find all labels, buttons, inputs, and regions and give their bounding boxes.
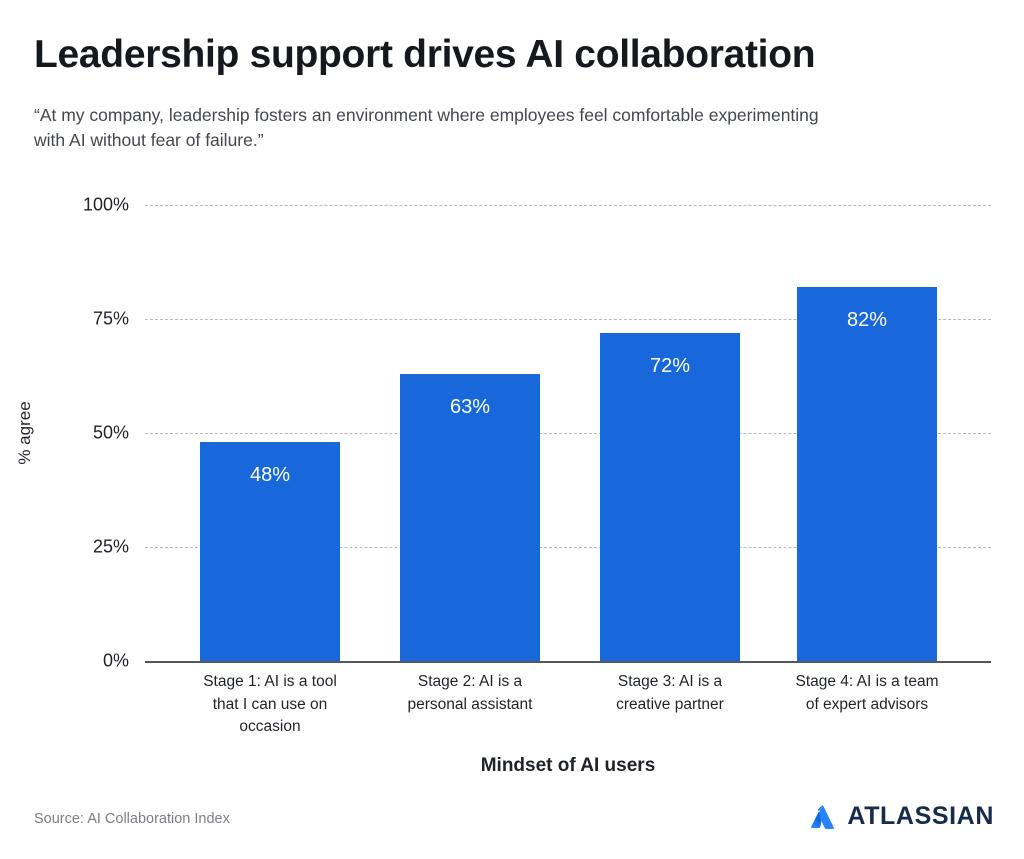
x-category-label-1-line-3: occasion (239, 718, 301, 735)
x-category-label-2-line-2: personal assistant (407, 695, 533, 713)
y-tick-label-0: 0% (102, 650, 129, 671)
brand-wordmark: ATLASSIAN (847, 802, 994, 830)
plot-area: 100% 75% 50% 25% 0% % agree 48% 63% 72% … (15, 195, 991, 776)
brand-logo: ATLASSIAN (809, 803, 994, 830)
bar-stage-1: 48% (200, 442, 340, 661)
x-category-label-1: Stage 1: AI is a tool that I can use on … (182, 671, 358, 739)
x-category-label-4-line-1: Stage 4: AI is a team (795, 673, 939, 690)
y-tick-label-25: 25% (92, 536, 129, 557)
source-note: Source: AI Collaboration Index (34, 811, 230, 827)
chart-subtitle: “At my company, leadership fosters an en… (34, 105, 819, 150)
x-category-label-1-line-1: Stage 1: AI is a tool (203, 673, 337, 690)
bar-value-label-1: 48% (249, 464, 291, 487)
y-tick-label-100: 100% (82, 194, 129, 215)
bar-stage-2: 63% (400, 373, 540, 661)
x-category-label-4: Stage 4: AI is a team of expert advisors (779, 671, 955, 716)
bar-stage-3: 72% (600, 332, 740, 661)
y-tick-label-50: 50% (92, 422, 129, 443)
y-tick-label-75: 75% (92, 308, 129, 329)
y-axis-title: % agree (15, 401, 34, 465)
gridline-25 (145, 547, 991, 548)
x-category-label-2: Stage 2: AI is a personal assistant (382, 671, 558, 716)
x-category-label-3: Stage 3: AI is a creative partner (582, 671, 758, 716)
gridline-100 (145, 205, 991, 206)
x-category-label-4-line-2: of expert advisors (805, 695, 929, 713)
bar-value-label-3: 72% (649, 354, 691, 377)
x-category-label-2-line-1: Stage 2: AI is a (417, 673, 523, 690)
bar-value-label-2: 63% (449, 395, 491, 418)
gridline-75 (145, 319, 991, 320)
bar-stage-4: 82% (797, 287, 937, 661)
x-axis-line (145, 661, 991, 663)
x-category-label-3-line-1: Stage 3: AI is a (617, 673, 723, 690)
x-category-label-3-line-2: creative partner (616, 695, 724, 713)
bar-value-label-4: 82% (846, 309, 888, 332)
atlassian-a-logo-icon (809, 803, 836, 830)
x-category-label-1-line-2: that I can use on (212, 695, 328, 713)
gridline-50 (145, 433, 991, 434)
x-axis-title: Mindset of AI users (480, 755, 656, 776)
page-title: Leadership support drives AI collaborati… (34, 33, 816, 76)
